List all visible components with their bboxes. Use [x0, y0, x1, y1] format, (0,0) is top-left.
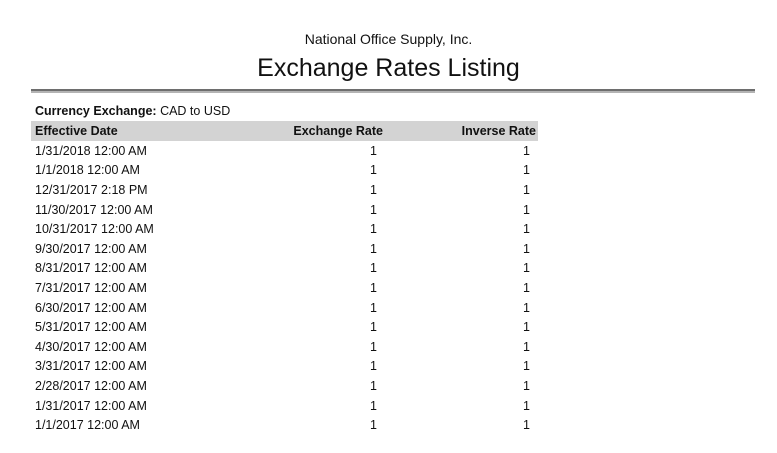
exchange-rate-cell: 1 — [370, 280, 377, 295]
title-divider — [31, 89, 755, 93]
exchange-rate-cell: 1 — [370, 163, 377, 178]
inverse-rate-cell: 1 — [523, 163, 530, 178]
exchange-rate-cell: 1 — [370, 339, 377, 354]
effective-date-cell: 3/31/2017 12:00 AM — [35, 359, 147, 374]
table-row: 9/30/2017 12:00 AM 1 1 — [31, 239, 538, 259]
currency-exchange-value: CAD to USD — [160, 104, 231, 118]
effective-date-cell: 5/31/2017 12:00 AM — [35, 320, 147, 335]
inverse-rate-cell: 1 — [523, 398, 530, 413]
inverse-rate-cell: 1 — [523, 261, 530, 276]
table-row: 1/31/2017 12:00 AM 1 1 — [31, 396, 538, 416]
exchange-rate-cell: 1 — [370, 143, 377, 158]
effective-date-cell: 1/1/2017 12:00 AM — [35, 418, 140, 433]
effective-date-cell: 7/31/2017 12:00 AM — [35, 280, 147, 295]
report-title: Exchange Rates Listing — [257, 54, 520, 82]
exchange-rate-cell: 1 — [370, 182, 377, 197]
effective-date-cell: 1/31/2017 12:00 AM — [35, 398, 147, 413]
inverse-rate-cell: 1 — [523, 241, 530, 256]
table-body: 1/31/2018 12:00 AM 1 1 1/1/2018 12:00 AM 1 1 1… — [31, 141, 538, 435]
column-header-inverse-rate: Inverse Rate — [385, 121, 538, 141]
inverse-rate-cell: 1 — [523, 378, 530, 393]
inverse-rate-cell: 1 — [523, 202, 530, 217]
inverse-rate-cell: 1 — [523, 418, 530, 433]
exchange-rate-cell: 1 — [370, 418, 377, 433]
currency-exchange-line: Currency Exchange: CAD to USD — [35, 103, 777, 119]
effective-date-cell: 1/1/2018 12:00 AM — [35, 163, 140, 178]
table-row: 8/31/2017 12:00 AM 1 1 — [31, 259, 538, 279]
effective-date-cell: 2/28/2017 12:00 AM — [35, 378, 147, 393]
inverse-rate-cell: 1 — [523, 222, 530, 237]
effective-date-cell: 6/30/2017 12:00 AM — [35, 300, 147, 315]
inverse-rate-cell: 1 — [523, 280, 530, 295]
exchange-rate-cell: 1 — [370, 202, 377, 217]
table-row: 2/28/2017 12:00 AM 1 1 — [31, 376, 538, 396]
inverse-rate-cell: 1 — [523, 182, 530, 197]
effective-date-cell: 10/31/2017 12:00 AM — [35, 222, 154, 237]
inverse-rate-cell: 1 — [523, 339, 530, 354]
exchange-rate-cell: 1 — [370, 320, 377, 335]
table-row: 10/31/2017 12:00 AM 1 1 — [31, 219, 538, 239]
table-row: 1/1/2017 12:00 AM 1 1 — [31, 415, 538, 435]
exchange-rate-cell: 1 — [370, 241, 377, 256]
table-row: 1/31/2018 12:00 AM 1 1 — [31, 141, 538, 161]
table-row: 4/30/2017 12:00 AM 1 1 — [31, 337, 538, 357]
inverse-rate-cell: 1 — [523, 143, 530, 158]
exchange-rate-cell: 1 — [370, 398, 377, 413]
exchange-rates-table: Effective Date Exchange Rate Inverse Rat… — [31, 121, 538, 435]
exchange-rate-cell: 1 — [370, 378, 377, 393]
table-row: 7/31/2017 12:00 AM 1 1 — [31, 278, 538, 298]
column-header-effective-date: Effective Date — [31, 121, 231, 141]
effective-date-cell: 4/30/2017 12:00 AM — [35, 339, 147, 354]
effective-date-cell: 11/30/2017 12:00 AM — [35, 202, 153, 217]
table-row: 11/30/2017 12:00 AM 1 1 — [31, 200, 538, 220]
table-row: 5/31/2017 12:00 AM 1 1 — [31, 317, 538, 337]
column-header-exchange-rate: Exchange Rate — [231, 121, 385, 141]
exchange-rate-cell: 1 — [370, 359, 377, 374]
table-row: 6/30/2017 12:00 AM 1 1 — [31, 298, 538, 318]
company-name: National Office Supply, Inc. — [304, 31, 473, 47]
effective-date-cell: 12/31/2017 2:18 PM — [35, 182, 148, 197]
exchange-rate-cell: 1 — [370, 261, 377, 276]
table-header-row: Effective Date Exchange Rate Inverse Rat… — [31, 121, 538, 141]
effective-date-cell: 9/30/2017 12:00 AM — [35, 241, 147, 256]
table-row: 12/31/2017 2:18 PM 1 1 — [31, 180, 538, 200]
effective-date-cell: 1/31/2018 12:00 AM — [35, 143, 147, 158]
effective-date-cell: 8/31/2017 12:00 AM — [35, 261, 147, 276]
exchange-rate-cell: 1 — [370, 300, 377, 315]
exchange-rate-cell: 1 — [370, 222, 377, 237]
table-row: 3/31/2017 12:00 AM 1 1 — [31, 357, 538, 377]
currency-exchange-label: Currency Exchange: — [35, 104, 157, 118]
inverse-rate-cell: 1 — [523, 320, 530, 335]
inverse-rate-cell: 1 — [523, 300, 530, 315]
table-row: 1/1/2018 12:00 AM 1 1 — [31, 161, 538, 181]
inverse-rate-cell: 1 — [523, 359, 530, 374]
